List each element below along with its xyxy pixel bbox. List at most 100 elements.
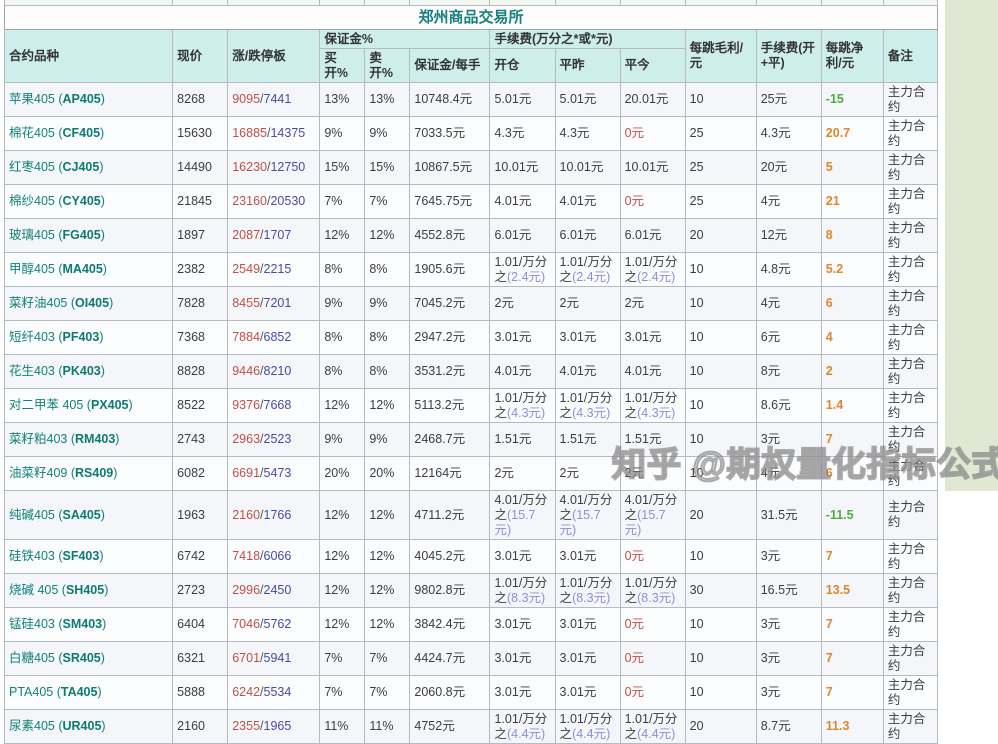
net-per-tick-value: 2 <box>825 364 833 378</box>
contract-code: TA405 <box>60 685 98 699</box>
fee-sub-value: (4.4元) <box>572 726 611 741</box>
sell-margin-cell: 9% <box>364 116 411 151</box>
contract-link[interactable]: 玻璃405 (FG405) <box>9 228 105 242</box>
limit-up-value: 6691 <box>232 466 261 480</box>
fee-sub-value: (4.3元) <box>637 405 676 420</box>
remark-cell: 主力合约 <box>882 252 939 287</box>
contract-link[interactable]: 硅铁403 (SF403) <box>9 549 104 563</box>
fee-sub-value: (8.3元) <box>637 590 676 605</box>
limit-up-value: 8455 <box>232 296 261 310</box>
page-right-margin <box>945 0 998 491</box>
sell-margin-cell: 13% <box>364 82 411 117</box>
buy-margin-cell: 9% <box>319 116 366 151</box>
slash-separator: / <box>266 126 271 140</box>
limit-up-value: 16885 <box>232 126 267 140</box>
fee-sub-value: (8.3元) <box>507 590 546 605</box>
contract-link[interactable]: 白糖405 (SR405) <box>9 651 105 665</box>
contract-link[interactable]: 尿素405 (UR405) <box>9 719 106 733</box>
contract-cell: 棉纱405 (CY405) <box>3 184 174 219</box>
net-per-tick-cell: 7 <box>820 607 884 642</box>
limit-down-value: 2450 <box>263 583 292 597</box>
col-header-margin-per-lot: 保证金/每手 <box>409 48 491 83</box>
col-header-gross-per-tick: 每跳毛利/元 <box>684 29 757 83</box>
contract-link[interactable]: 短纤403 (PF403) <box>9 330 104 344</box>
exchange-title: 郑州商品交易所 <box>4 5 938 30</box>
contract-link[interactable]: 棉花405 (CF405) <box>9 126 105 140</box>
gross-per-tick-cell: 10 <box>684 354 757 389</box>
fee-value: 10.01元 <box>494 160 539 174</box>
contract-link[interactable]: 菜籽粕403 (RM403) <box>9 432 120 446</box>
contract-cell: 棉花405 (CF405) <box>3 116 174 151</box>
contract-link[interactable]: 对二甲苯 405 (PX405) <box>9 398 133 412</box>
contract-link[interactable]: 纯碱405 (SA405) <box>9 507 105 522</box>
price-cell: 8268 <box>172 82 229 117</box>
gross-per-tick-cell: 20 <box>684 709 757 744</box>
price-cell: 6404 <box>172 607 229 642</box>
fee-value: 5.01元 <box>559 92 597 106</box>
buy-margin-cell: 12% <box>319 388 366 423</box>
slash-separator: / <box>260 330 264 344</box>
contract-cell: 玻璃405 (FG405) <box>3 218 174 253</box>
contract-cell: 白糖405 (SR405) <box>3 641 174 676</box>
contract-cell: 烧碱 405 (SH405) <box>3 573 174 608</box>
limit-cell: 16230/12750 <box>227 150 321 185</box>
margin-per-lot-cell: 10748.4元 <box>409 82 491 117</box>
table-row: 花生403 (PK403) 8828 9446/8210 8% 8% 3531.2元 4.0… <box>3 354 939 389</box>
contract-code: CF405 <box>62 126 101 140</box>
contract-link[interactable]: 红枣405 (CJ405) <box>9 160 104 174</box>
price-cell: 6082 <box>172 456 229 491</box>
margin-per-lot-cell: 5113.2元 <box>409 388 491 423</box>
contract-link[interactable]: 棉纱405 (CY405) <box>9 194 105 208</box>
close-today-fee-cell: 20.01元 <box>619 82 686 117</box>
margin-per-lot-cell: 2060.8元 <box>409 675 491 710</box>
limit-down-value: 7201 <box>263 296 292 310</box>
contract-code: AP405 <box>62 92 101 106</box>
gross-per-tick-cell: 10 <box>684 320 757 355</box>
limit-down-value: 1766 <box>263 507 292 522</box>
price-cell: 6742 <box>172 539 229 574</box>
margin-per-lot-cell: 4711.2元 <box>409 490 491 540</box>
fee-value: 1.01/万分之 <box>624 390 678 420</box>
contract-link[interactable]: PTA405 (TA405) <box>9 685 102 699</box>
fee-value: 4.01元 <box>559 364 597 378</box>
contract-cell: 菜籽油405 (OI405) <box>3 286 174 321</box>
open-fee-cell: 3.01元 <box>489 675 556 710</box>
remark-cell: 主力合约 <box>882 456 939 491</box>
contract-link[interactable]: 菜籽油405 (OI405) <box>9 296 114 310</box>
close-today-fee-cell: 4.01元 <box>619 354 686 389</box>
gross-per-tick-cell: 10 <box>684 641 757 676</box>
open-fee-cell: 10.01元 <box>489 150 556 185</box>
contract-code: PF403 <box>62 330 100 344</box>
net-per-tick-cell: 4 <box>820 320 884 355</box>
fee-value: 2元 <box>624 296 645 310</box>
round-trip-fee-cell: 12元 <box>755 218 822 253</box>
price-cell: 2160 <box>172 709 229 744</box>
contract-cell: 花生403 (PK403) <box>3 354 174 389</box>
fee-value: 0元 <box>624 617 645 631</box>
contract-link[interactable]: 锰硅403 (SM403) <box>9 617 107 631</box>
gross-per-tick-cell: 25 <box>684 116 757 151</box>
buy-margin-cell: 7% <box>319 641 366 676</box>
open-fee-cell: 3.01元 <box>489 607 556 642</box>
remark-cell: 主力合约 <box>882 320 939 355</box>
contract-link[interactable]: 花生403 (PK403) <box>9 364 105 378</box>
remark-cell: 主力合约 <box>882 184 939 219</box>
contract-code: SR405 <box>62 651 101 665</box>
contract-link[interactable]: 油菜籽409 (RS409) <box>9 466 118 480</box>
open-fee-cell: 5.01元 <box>489 82 556 117</box>
close-today-fee-cell: 1.51元 <box>619 422 686 457</box>
contract-link[interactable]: 烧碱 405 (SH405) <box>9 583 109 597</box>
close-today-fee-cell: 0元 <box>619 675 686 710</box>
fee-value: 3.01元 <box>559 330 597 344</box>
limit-up-value: 9095 <box>232 92 261 106</box>
fee-value: 3.01元 <box>494 617 532 631</box>
contract-link[interactable]: 苹果405 (AP405) <box>9 92 105 106</box>
slash-separator: / <box>260 296 264 310</box>
fee-value: 20.01元 <box>624 92 669 106</box>
fee-value: 6.01元 <box>494 228 532 242</box>
close-today-fee-cell: 0元 <box>619 539 686 574</box>
fee-value: 3.01元 <box>559 617 597 631</box>
close-yesterday-fee-cell: 3.01元 <box>554 675 621 710</box>
contract-link[interactable]: 甲醇405 (MA405) <box>9 262 107 276</box>
net-per-tick-value: 4 <box>825 330 833 344</box>
